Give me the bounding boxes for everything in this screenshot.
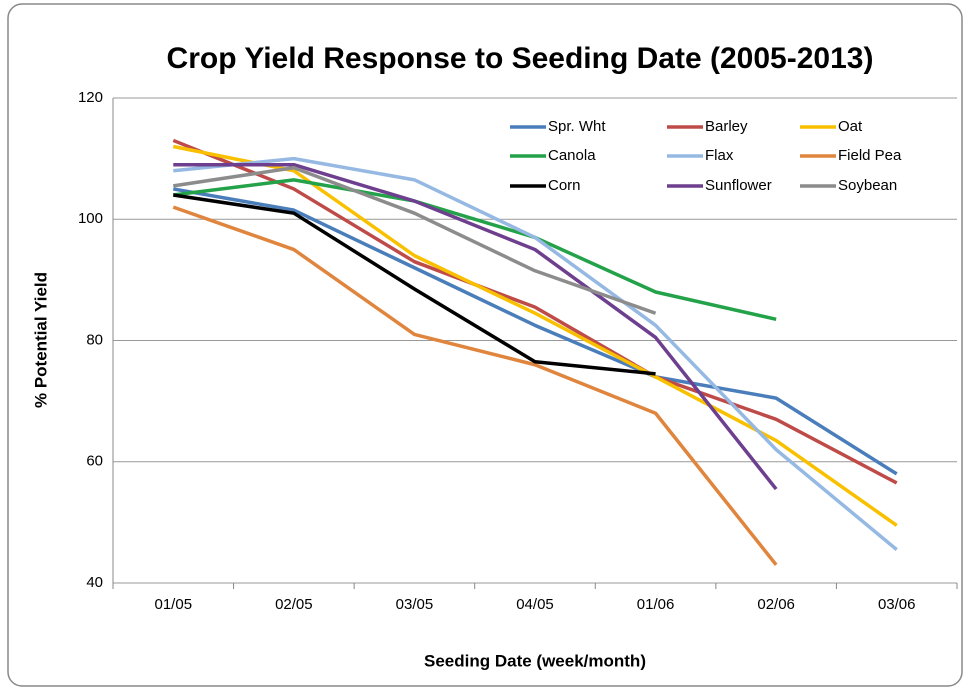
legend-label: Flax (705, 147, 734, 164)
series-line (173, 162, 778, 491)
series-line (173, 178, 777, 321)
x-tick-label: 02/05 (275, 596, 313, 613)
series-line (173, 156, 898, 552)
y-tick-label: 40 (86, 574, 103, 591)
chart-frame (7, 3, 963, 687)
x-tick-label: 03/06 (878, 596, 916, 613)
series-line (172, 144, 898, 527)
legend-label: Canola (548, 147, 596, 164)
series-line (172, 138, 898, 485)
x-tick-label: 01/05 (155, 596, 193, 613)
legend-label: Spr. Wht (548, 118, 606, 135)
series-line (173, 165, 657, 315)
legend-label: Oat (838, 118, 863, 135)
legend-label: Soybean (838, 177, 897, 194)
x-tick-label: 04/05 (516, 596, 554, 613)
legend-label: Barley (705, 118, 748, 135)
y-tick-label: 80 (86, 331, 103, 348)
y-tick-label: 120 (78, 89, 103, 106)
x-axis-label: Seeding Date (week/month) (424, 651, 646, 670)
legend-label: Field Pea (838, 147, 902, 164)
y-tick-label: 60 (86, 453, 103, 470)
legend-label: Sunflower (705, 177, 772, 194)
series-line (173, 193, 656, 376)
legend-label: Corn (548, 177, 581, 194)
x-tick-label: 01/06 (637, 596, 675, 613)
x-tick-label: 03/05 (396, 596, 434, 613)
x-tick-label: 02/06 (757, 596, 795, 613)
series-line (172, 187, 898, 476)
y-tick-label: 100 (78, 210, 103, 227)
series-line (172, 205, 778, 566)
y-axis-label: % Potential Yield (31, 272, 50, 408)
chart-title: Crop Yield Response to Seeding Date (200… (167, 42, 874, 75)
